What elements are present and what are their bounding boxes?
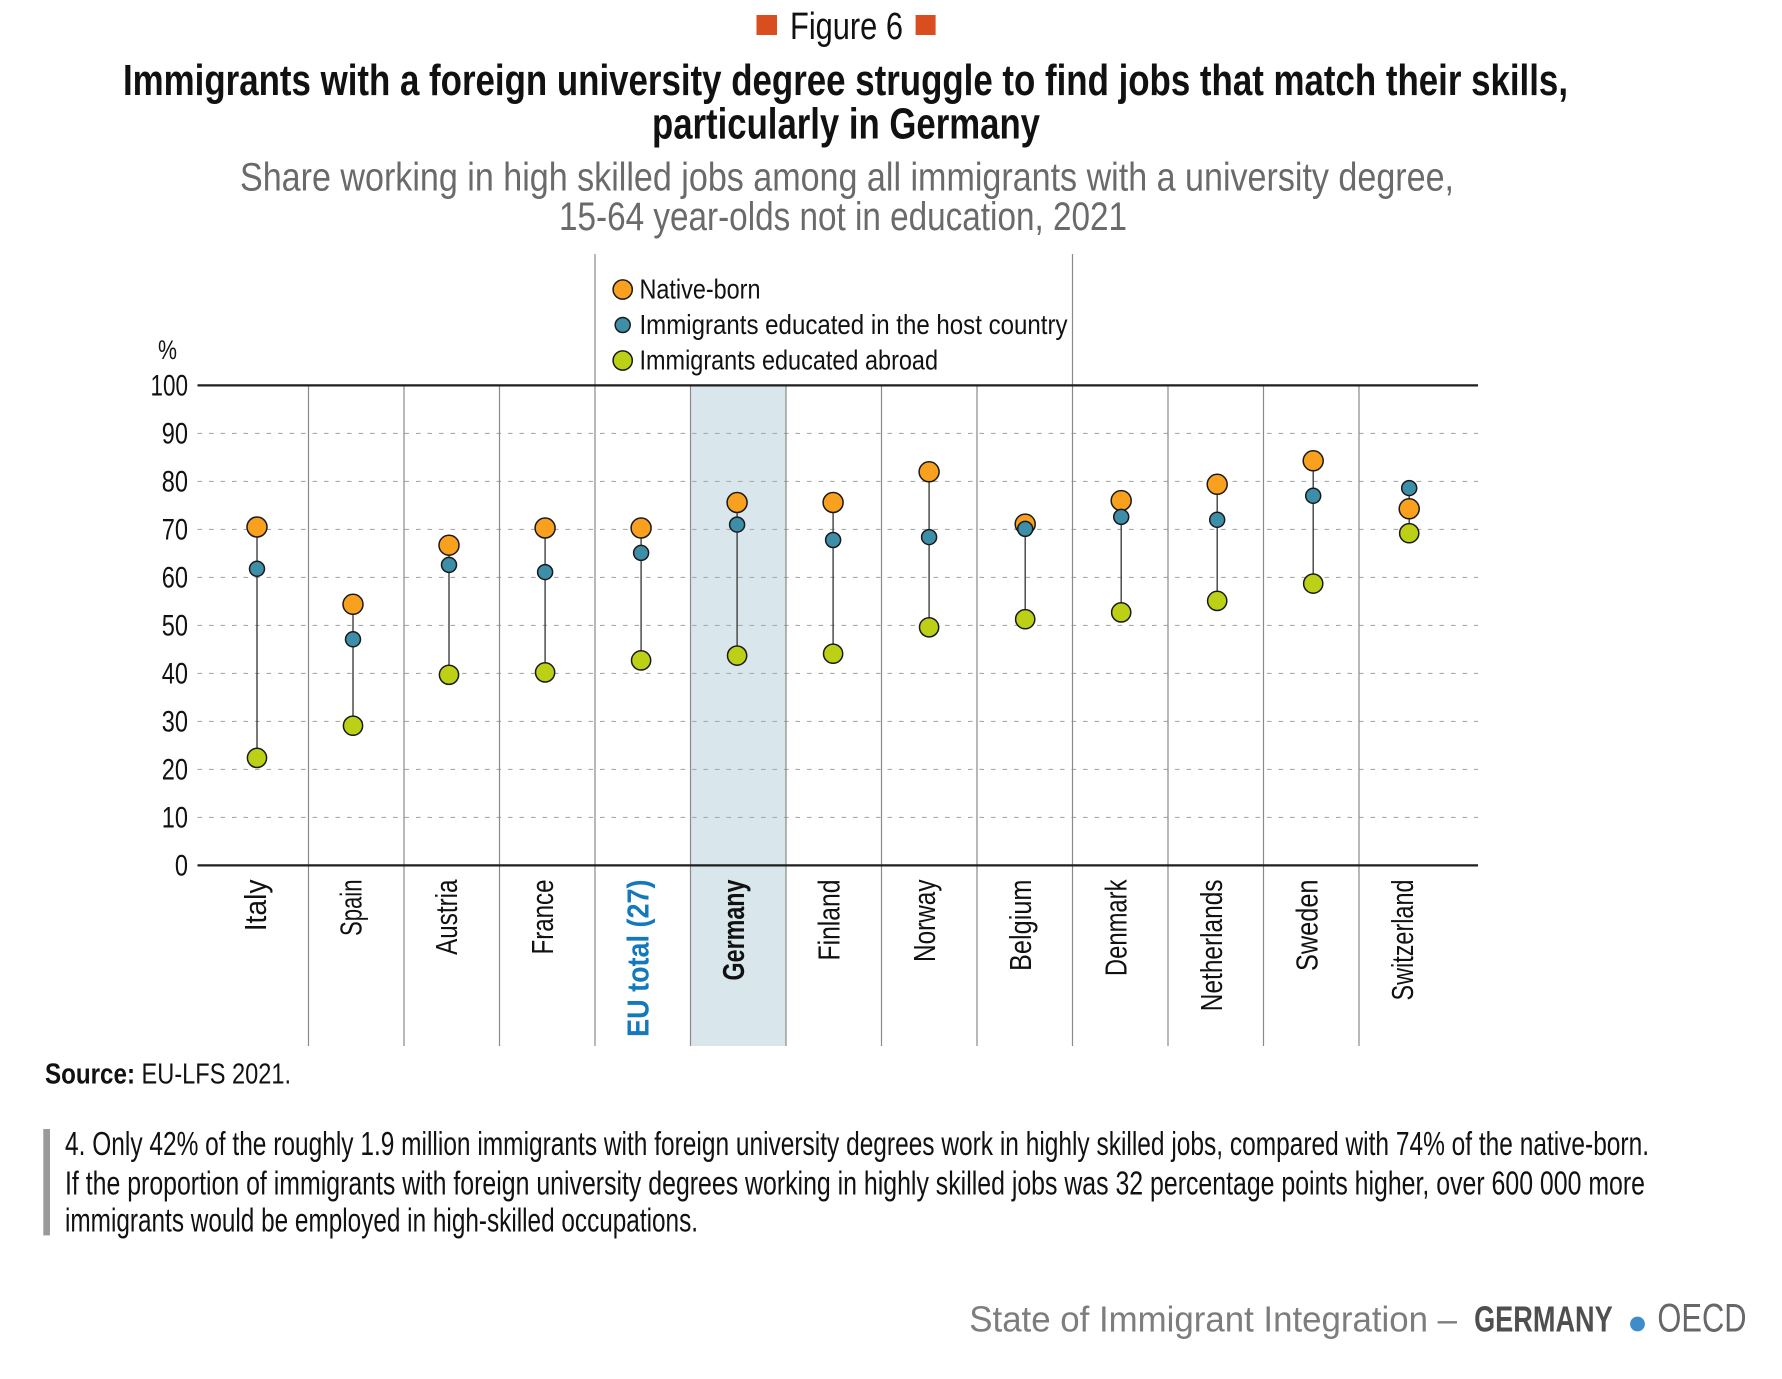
svg-text:If the proportion of immigrant: If the proportion of immigrants with for…: [65, 1164, 1645, 1201]
svg-text:Norway: Norway: [907, 879, 942, 962]
svg-text:60: 60: [162, 561, 188, 594]
svg-text:State of Immigrant Integration: State of Immigrant Integration –: [969, 1299, 1457, 1340]
svg-text:Immigrants educated abroad: Immigrants educated abroad: [640, 345, 939, 376]
svg-text:Belgium: Belgium: [1003, 880, 1038, 972]
svg-text:GERMANY: GERMANY: [1474, 1299, 1613, 1340]
svg-text:Switzerland: Switzerland: [1385, 880, 1420, 1001]
svg-text:Share working in high skilled: Share working in high skilled jobs among…: [240, 155, 1454, 199]
svg-text:70: 70: [162, 513, 188, 546]
svg-text:Source: EU-LFS 2021.: Source: EU-LFS 2021.: [45, 1058, 291, 1090]
svg-text:Italy: Italy: [238, 879, 273, 931]
svg-text:Finland: Finland: [812, 880, 847, 961]
svg-text:particularly in Germany: particularly in Germany: [652, 99, 1040, 148]
svg-text:30: 30: [162, 705, 188, 738]
svg-text:Germany: Germany: [716, 879, 751, 981]
svg-text:Sweden: Sweden: [1290, 880, 1325, 972]
svg-text:20: 20: [162, 753, 188, 786]
svg-text:Native-born: Native-born: [640, 274, 761, 305]
svg-text:immigrants would be employed i: immigrants would be employed in high-ski…: [65, 1202, 698, 1239]
svg-text:15-64 year-olds not in educati: 15-64 year-olds not in education, 2021: [559, 195, 1127, 239]
svg-text:10: 10: [162, 801, 188, 834]
svg-text:Figure 6: Figure 6: [790, 6, 903, 48]
svg-text:%: %: [158, 335, 177, 365]
svg-text:50: 50: [162, 609, 188, 642]
svg-text:Immigrants with a foreign univ: Immigrants with a foreign university deg…: [123, 56, 1568, 105]
svg-text:90: 90: [162, 417, 188, 450]
svg-text:4. Only 42% of the roughly 1.9: 4. Only 42% of the roughly 1.9 million i…: [65, 1125, 1649, 1162]
svg-text:Austria: Austria: [429, 879, 464, 955]
svg-text:Denmark: Denmark: [1098, 879, 1133, 976]
svg-text:0: 0: [175, 849, 188, 882]
svg-text:Immigrants educated in the hos: Immigrants educated in the host country: [640, 309, 1068, 340]
svg-text:Spain: Spain: [334, 880, 369, 937]
svg-text:Netherlands: Netherlands: [1194, 880, 1229, 1012]
svg-text:100: 100: [151, 369, 189, 402]
svg-text:80: 80: [162, 465, 188, 498]
svg-text:OECD: OECD: [1657, 1297, 1746, 1341]
svg-text:40: 40: [162, 657, 188, 690]
svg-text:EU total (27): EU total (27): [620, 880, 655, 1037]
svg-text:France: France: [525, 880, 560, 955]
